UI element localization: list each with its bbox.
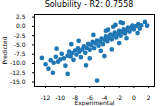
svg-text:-12: -12 xyxy=(41,94,51,101)
svg-text:-6: -6 xyxy=(86,93,93,101)
svg-text:2.5: 2.5 xyxy=(16,13,26,20)
svg-text:0.0: 0.0 xyxy=(16,22,26,29)
html-text:Solubility - R2: 0.7558: Solubility - R2: 0.7558 xyxy=(44,0,134,9)
svg-text:-2.5: -2.5 xyxy=(14,32,26,39)
svg-text:2: 2 xyxy=(147,94,151,101)
svg-text:Experimental: Experimental xyxy=(74,99,114,106)
svg-text:-10.0: -10.0 xyxy=(10,59,26,66)
svg-text:-7.5: -7.5 xyxy=(14,50,26,57)
svg-text:-5.0: -5.0 xyxy=(14,41,26,48)
svg-text:-4: -4 xyxy=(101,93,108,101)
svg-text:-10: -10 xyxy=(55,94,65,101)
svg-text:-8: -8 xyxy=(72,93,78,101)
svg-text:0: 0 xyxy=(132,94,136,101)
svg-text:Predicted: Predicted xyxy=(1,36,8,64)
svg-text:-15.0: -15.0 xyxy=(10,78,26,85)
svg-text:-2: -2 xyxy=(116,94,122,101)
svg-text:-12.5: -12.5 xyxy=(10,69,26,76)
